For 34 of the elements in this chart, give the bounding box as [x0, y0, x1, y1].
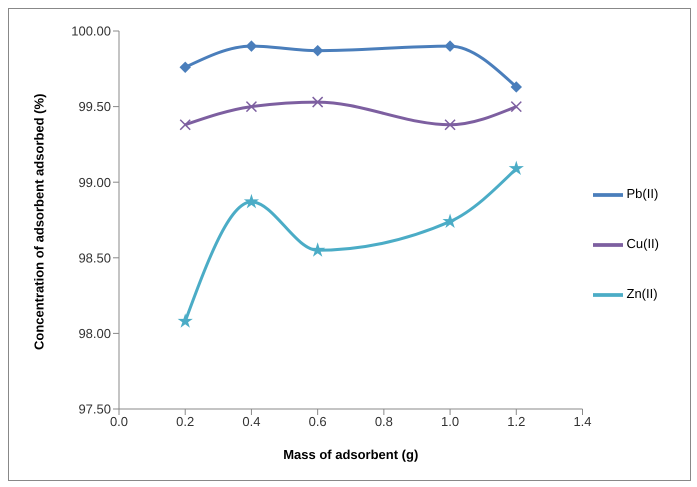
- y-tick-label: 99.00: [78, 174, 111, 190]
- point: [311, 244, 324, 256]
- point: [178, 314, 192, 327]
- x-tick-label: 0.6: [308, 414, 327, 430]
- point: [510, 162, 523, 174]
- y-tick-label: 99.50: [78, 99, 111, 114]
- point: [179, 118, 191, 130]
- y-axis-title: Concentration of adsorbent adsorbed (%): [32, 94, 47, 350]
- legend-label: Zn(II): [626, 286, 658, 301]
- point: [510, 100, 522, 112]
- y-tick-label: 98.50: [78, 250, 111, 266]
- x-axis-title: Mass of adsorbent (g): [283, 447, 418, 462]
- x-tick-label: 1.4: [573, 414, 592, 430]
- point: [312, 45, 324, 56]
- point: [180, 62, 191, 73]
- point: [246, 40, 257, 52]
- y-tick-label: 97.50: [78, 402, 111, 417]
- legend-label: Cu(II): [626, 236, 659, 251]
- point: [245, 195, 258, 208]
- y-tick-label: 100.00: [71, 24, 111, 39]
- x-tick-label: 1.2: [507, 414, 526, 430]
- x-tick-label: 0.8: [374, 414, 393, 430]
- x-tick-label: 0.4: [242, 414, 260, 430]
- x-tick-label: 0.2: [176, 414, 194, 430]
- point: [444, 118, 456, 130]
- point: [444, 214, 456, 227]
- point: [312, 96, 324, 108]
- x-tick-label: 0.0: [110, 414, 128, 430]
- point: [246, 100, 258, 112]
- x-tick-label: 1.0: [441, 414, 460, 430]
- y-tick-label: 98.00: [78, 326, 111, 342]
- legend-label: Pb(II): [626, 186, 658, 201]
- point: [510, 81, 522, 92]
- point: [444, 40, 456, 52]
